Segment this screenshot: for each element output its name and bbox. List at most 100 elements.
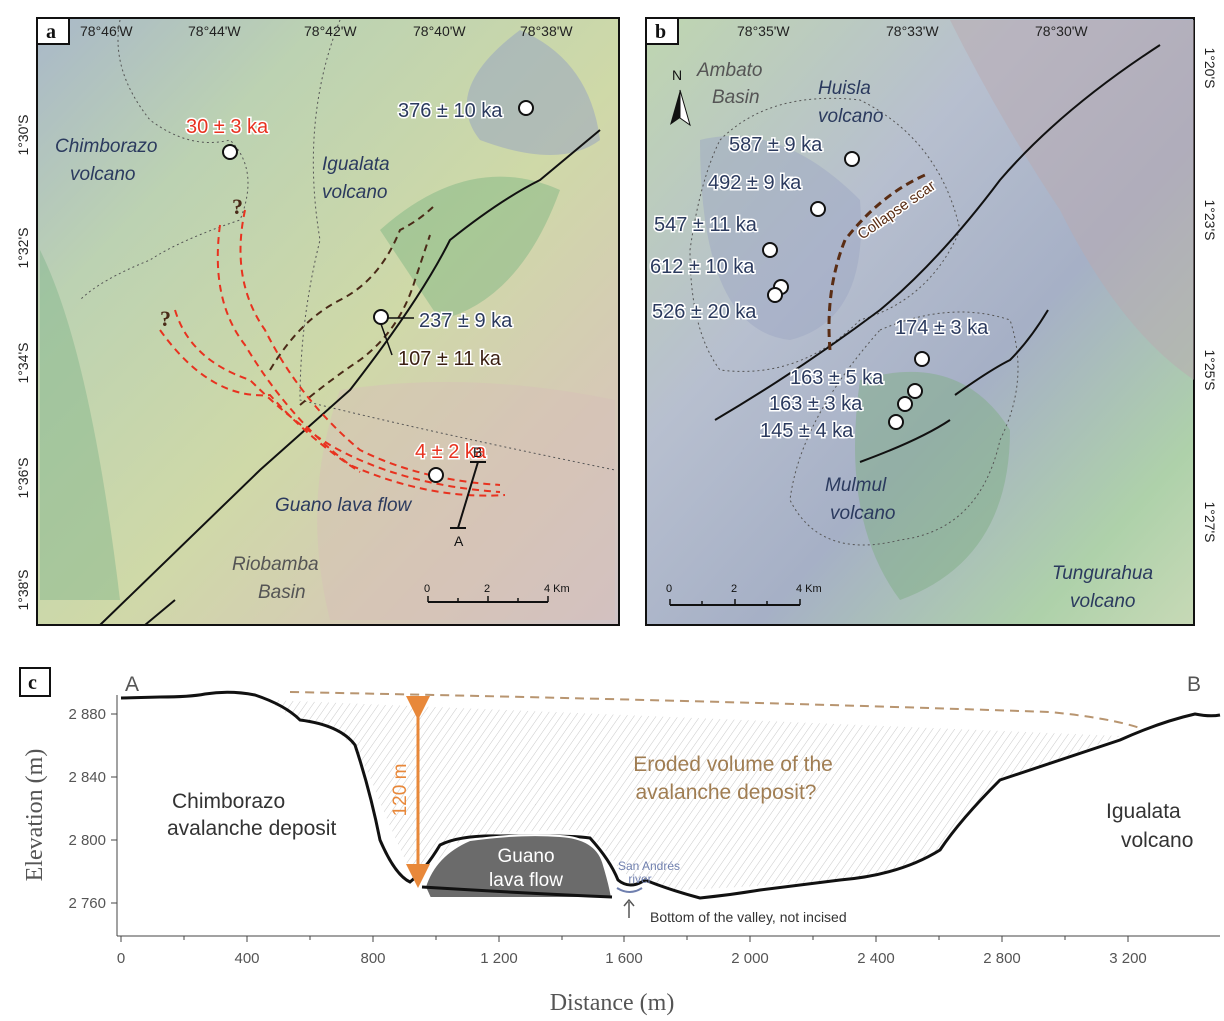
fault-line-a xyxy=(99,129,601,626)
panel-label-box-b xyxy=(645,17,679,45)
thickness-label: 120 m xyxy=(390,764,411,817)
fault-line-b1 xyxy=(714,44,1161,421)
label-riobamba-2: Basin xyxy=(258,582,306,603)
age-163b: 163 ± 3 ka xyxy=(769,393,863,415)
lat-tick-b-2: 1°23'S xyxy=(1202,200,1218,241)
scale-bar-a: 0 2 4 Km xyxy=(424,583,570,603)
guano-outline-1 xyxy=(239,209,501,486)
sample-point-237 xyxy=(373,309,389,325)
lon-tick-b-3: 78°30'W xyxy=(1035,23,1088,39)
scale-b-0: 0 xyxy=(666,583,672,595)
panel-label-box-a xyxy=(36,17,70,45)
lon-tick-b-2: 78°33'W xyxy=(886,23,939,39)
label-huisla-1: Huisla xyxy=(818,78,871,99)
xtick-800: 800 xyxy=(360,950,385,967)
label-guano-lava-1: Guano xyxy=(497,846,554,867)
profile-label-b: B xyxy=(473,444,482,460)
age-30: 30 ± 3 ka xyxy=(186,116,269,138)
boundary-chimborazo xyxy=(79,19,249,301)
lat-tick-b-4: 1°27'S xyxy=(1202,502,1218,543)
label-tungurahua-1: Tungurahua xyxy=(1052,563,1153,584)
age-587: 587 ± 9 ka xyxy=(729,134,823,156)
sample-point-174 xyxy=(914,351,930,367)
lon-tick-a-5: 78°38'W xyxy=(520,23,573,39)
label-guano-lava-2: lava flow xyxy=(489,870,563,891)
profile-label-a: A xyxy=(454,533,464,549)
label-igualata-2: volcano xyxy=(322,182,388,203)
label-chimborazo-2: volcano xyxy=(70,164,136,185)
profile-line-ab xyxy=(457,461,479,529)
label-igualata-1: Igualata xyxy=(322,154,390,175)
lat-tick-b-3: 1°25'S xyxy=(1202,350,1218,391)
label-eroded-2: avalanche deposit? xyxy=(636,781,817,804)
age-612: 612 ± 10 ka xyxy=(650,256,755,278)
lat-tick-a-1: 1°30'S xyxy=(15,115,31,156)
topographic-profile xyxy=(120,690,1221,900)
lon-tick-a-4: 78°40'W xyxy=(413,23,466,39)
sample-point-4 xyxy=(428,467,444,483)
lat-tick-a-4: 1°36'S xyxy=(15,458,31,499)
lat-tick-a-3: 1°34'S xyxy=(15,343,31,384)
label-river-2: river xyxy=(628,872,651,886)
label-guano-flow: Guano lava flow xyxy=(275,495,413,516)
collapse-scar xyxy=(827,173,926,351)
fault-line-b3 xyxy=(954,309,1049,396)
xtick-400: 400 xyxy=(234,950,259,967)
boundary-igualata xyxy=(299,19,616,471)
relief-huisla xyxy=(700,136,862,340)
fault-line-b2 xyxy=(859,419,951,463)
panel-label-box-c xyxy=(19,667,51,697)
lat-tick-a-2: 1°32'S xyxy=(15,228,31,269)
label-ambato-2: Basin xyxy=(712,87,760,108)
boundary-mulmul xyxy=(789,311,1019,546)
profile-end-b: B xyxy=(1187,673,1201,696)
lat-tick-b-1: 1°20'S xyxy=(1202,48,1218,89)
sample-point-163b xyxy=(897,396,913,412)
xtick-2800: 2 800 xyxy=(983,950,1021,967)
label-chimborazo-deposit-2: avalanche deposit xyxy=(167,817,336,840)
xtick-1600: 1 600 xyxy=(605,950,643,967)
sample-point-145 xyxy=(888,414,904,430)
label-huisla-2: volcano xyxy=(818,106,884,127)
fault-line-a2 xyxy=(144,599,176,626)
age-4: 4 ± 2 ka xyxy=(415,441,487,463)
guano-outline-3 xyxy=(174,309,501,493)
age-237: 237 ± 9 ka xyxy=(419,310,513,332)
label-riobamba-1: Riobamba xyxy=(232,554,319,575)
scale-a-4: 4 Km xyxy=(544,583,570,595)
label-chimborazo-deposit-1: Chimborazo xyxy=(172,790,285,813)
age-376: 376 ± 10 ka xyxy=(398,100,503,122)
leader-107 xyxy=(380,323,393,356)
x-axis-label: Distance (m) xyxy=(550,990,675,1016)
sample-point-376 xyxy=(518,100,534,116)
ytick-2840: 2 840 xyxy=(68,769,106,786)
lat-tick-a-5: 1°38'S xyxy=(15,570,31,611)
age-163a: 163 ± 5 ka xyxy=(790,367,884,389)
question-mark-2: ? xyxy=(160,306,171,331)
age-492: 492 ± 9 ka xyxy=(708,172,802,194)
xtick-2000: 2 000 xyxy=(731,950,769,967)
label-mulmul-2: volcano xyxy=(830,503,896,524)
sample-point-526 xyxy=(767,287,783,303)
guano-lava-body xyxy=(423,834,614,899)
label-river-1: San Andrés xyxy=(618,859,680,873)
age-145: 145 ± 4 ka xyxy=(760,420,854,442)
boundary-huisla xyxy=(689,97,961,372)
xtick-3200: 3 200 xyxy=(1109,950,1147,967)
guano-outline-4 xyxy=(159,329,361,473)
san-andres-river xyxy=(616,887,643,893)
map-a-frame xyxy=(36,17,620,626)
profile-end-a: A xyxy=(125,673,139,696)
ytick-2880: 2 880 xyxy=(68,706,106,723)
panel-b: N Ambato Basin Huisla volcano Collapse s… xyxy=(645,17,1218,626)
scale-b-2: 2 xyxy=(731,583,737,595)
age-174: 174 ± 3 ka xyxy=(895,317,989,339)
lon-tick-b-1: 78°35'W xyxy=(737,23,790,39)
original-surface-dashed xyxy=(289,691,1141,729)
label-eroded-1: Eroded volume of the xyxy=(633,753,833,776)
xtick-0: 0 xyxy=(117,950,125,967)
sample-point-30 xyxy=(222,144,238,160)
question-mark-1: ? xyxy=(232,194,243,219)
ytick-2760: 2 760 xyxy=(68,895,106,912)
